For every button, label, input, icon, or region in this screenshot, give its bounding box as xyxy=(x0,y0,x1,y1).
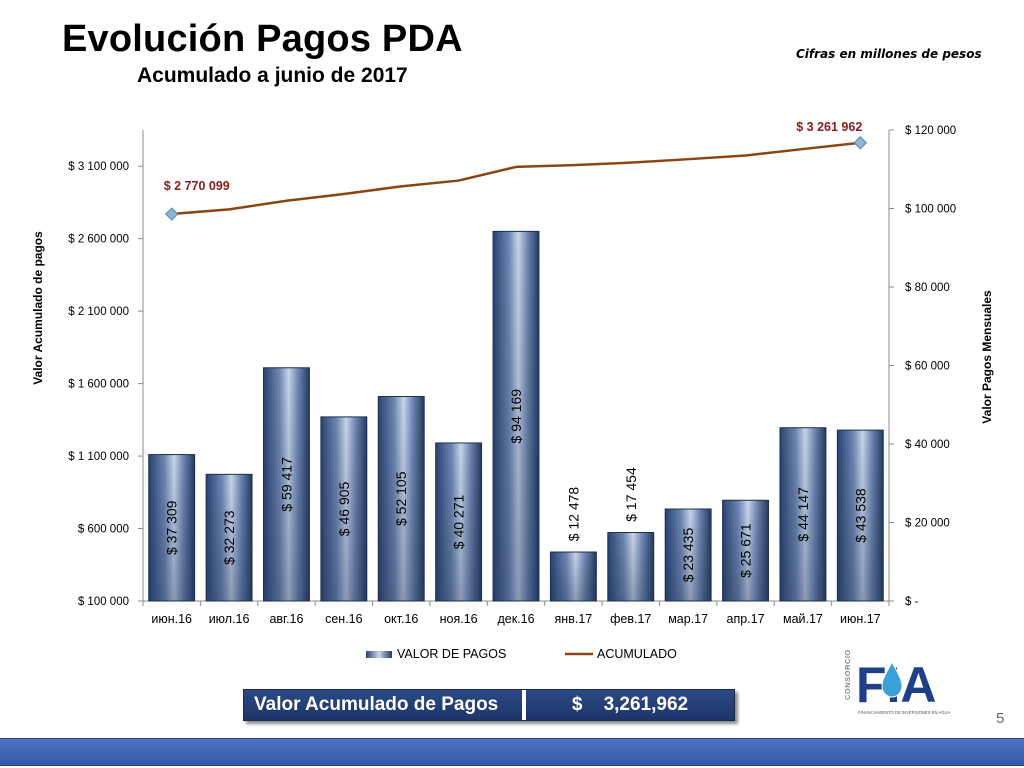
water-drop-icon xyxy=(881,660,903,698)
bar-data-label: $ 46 905 xyxy=(336,481,352,536)
summary-value: 3,261,962 xyxy=(603,694,689,715)
x-tick-label: май.17 xyxy=(783,612,823,626)
bar-data-label: $ 23 435 xyxy=(680,528,696,583)
footer-bar xyxy=(0,738,1024,766)
x-tick-label: ноя.16 xyxy=(440,612,478,626)
bar-data-label: $ 40 271 xyxy=(451,495,467,550)
bar-shade xyxy=(779,427,826,601)
y-axis-right-label: Valor Pagos Mensuales xyxy=(980,290,994,424)
bar-shade xyxy=(378,396,425,601)
summary-currency: $ xyxy=(571,694,583,715)
chart-legend: VALOR DE PAGOS ACUMULADO xyxy=(366,647,677,661)
bar-data-label: $ 37 309 xyxy=(164,500,180,555)
y-right-tick-label: $ 120 000 xyxy=(905,125,956,137)
slide-title: Evolución Pagos PDA xyxy=(62,18,463,60)
bar-data-label: $ 17 454 xyxy=(623,467,639,522)
bar-shade xyxy=(435,442,482,601)
slide-subtitle: Acumulado a junio de 2017 xyxy=(137,64,408,87)
x-tick-label: июн.16 xyxy=(151,612,192,626)
x-tick-label: дек.16 xyxy=(497,612,534,626)
y-left-tick-label: $ 1 100 000 xyxy=(68,451,129,463)
bar-shade xyxy=(550,552,597,601)
y-left-tick-label: $ 2 100 000 xyxy=(68,306,129,318)
y-axis-left-label: Valor Acumulado de pagos xyxy=(31,231,45,385)
bar-data-label: $ 12 478 xyxy=(565,487,581,542)
line-marker xyxy=(853,136,868,150)
x-tick-label: апр.17 xyxy=(727,612,765,626)
x-tick-label: июл.16 xyxy=(209,612,250,626)
y-left-tick-label: $ 1 600 000 xyxy=(68,379,129,391)
payments-chart: $ 100 000 $ 600 000 $ 1 100 000 $ 1 600 000… xyxy=(31,120,994,661)
bar-shade xyxy=(206,474,253,601)
logo-caption: FINANCIAMIENTO DE INVERSIONES EN AGUA xyxy=(858,710,951,715)
x-tick-label: авг.16 xyxy=(269,612,303,626)
bar-shade xyxy=(148,454,195,601)
y-right-tick-label: $ 100 000 xyxy=(905,204,956,216)
line-marker xyxy=(164,207,179,221)
x-tick-label: окт.16 xyxy=(384,612,418,626)
bar-shade xyxy=(320,416,367,601)
bar-shade xyxy=(607,532,654,601)
y-right-tick-label: $ - xyxy=(905,596,919,608)
line-label-last: $ 3 261 962 xyxy=(796,120,862,134)
bar-data-label: $ 43 538 xyxy=(852,488,868,543)
bar-data-label: $ 52 105 xyxy=(393,471,409,526)
y-right-tick-label: $ 60 000 xyxy=(905,361,950,373)
bar-data-label: $ 25 671 xyxy=(738,523,754,578)
page-number: 5 xyxy=(996,710,1005,727)
y-right-tick-label: $ 20 000 xyxy=(905,518,950,530)
legend-label-bars: VALOR DE PAGOS xyxy=(397,647,506,661)
bar-data-label: $ 59 417 xyxy=(278,457,294,512)
x-tick-label: янв.17 xyxy=(555,612,593,626)
bar-shade xyxy=(665,509,712,601)
y-left-tick-label: $ 600 000 xyxy=(78,524,129,536)
x-tick-label: фев.17 xyxy=(610,612,651,626)
bar-shade xyxy=(722,500,769,601)
y-left-tick-label: $ 100 000 xyxy=(78,596,129,608)
logo-side-text: CONSORCIO xyxy=(843,649,852,700)
legend-label-line: ACUMULADO xyxy=(597,647,677,661)
summary-label: Valor Acumulado de Pagos xyxy=(244,690,526,720)
bar-data-label: $ 32 273 xyxy=(221,510,237,565)
summary-value-cell: $ 3,261,962 xyxy=(526,690,734,720)
x-tick-label: сен.16 xyxy=(325,612,363,626)
bar-shade xyxy=(263,367,310,601)
bar-data-label: $ 94 169 xyxy=(508,389,524,444)
bar-data-label: $ 44 147 xyxy=(795,487,811,542)
y-left-tick-label: $ 2 600 000 xyxy=(68,234,129,246)
summary-box: Valor Acumulado de Pagos $ 3,261,962 xyxy=(243,689,735,721)
bar-shade xyxy=(837,430,884,601)
line-label-first: $ 2 770 099 xyxy=(164,179,230,193)
y-right-tick-label: $ 40 000 xyxy=(905,439,950,451)
units-note: Cifras en millones de pesos xyxy=(796,47,982,61)
x-tick-label: мар.17 xyxy=(668,612,708,626)
accumulated-line xyxy=(171,141,861,216)
legend-swatch-bars xyxy=(366,651,392,658)
y-left-tick-label: $ 3 100 000 xyxy=(68,161,129,173)
bar-shade xyxy=(493,231,539,602)
fia-logo: CONSORCIO FIA FINANCIAMIENTO DE INVERSIO… xyxy=(843,649,951,715)
y-right-tick-label: $ 80 000 xyxy=(905,282,950,294)
x-tick-label: июн.17 xyxy=(840,612,881,626)
